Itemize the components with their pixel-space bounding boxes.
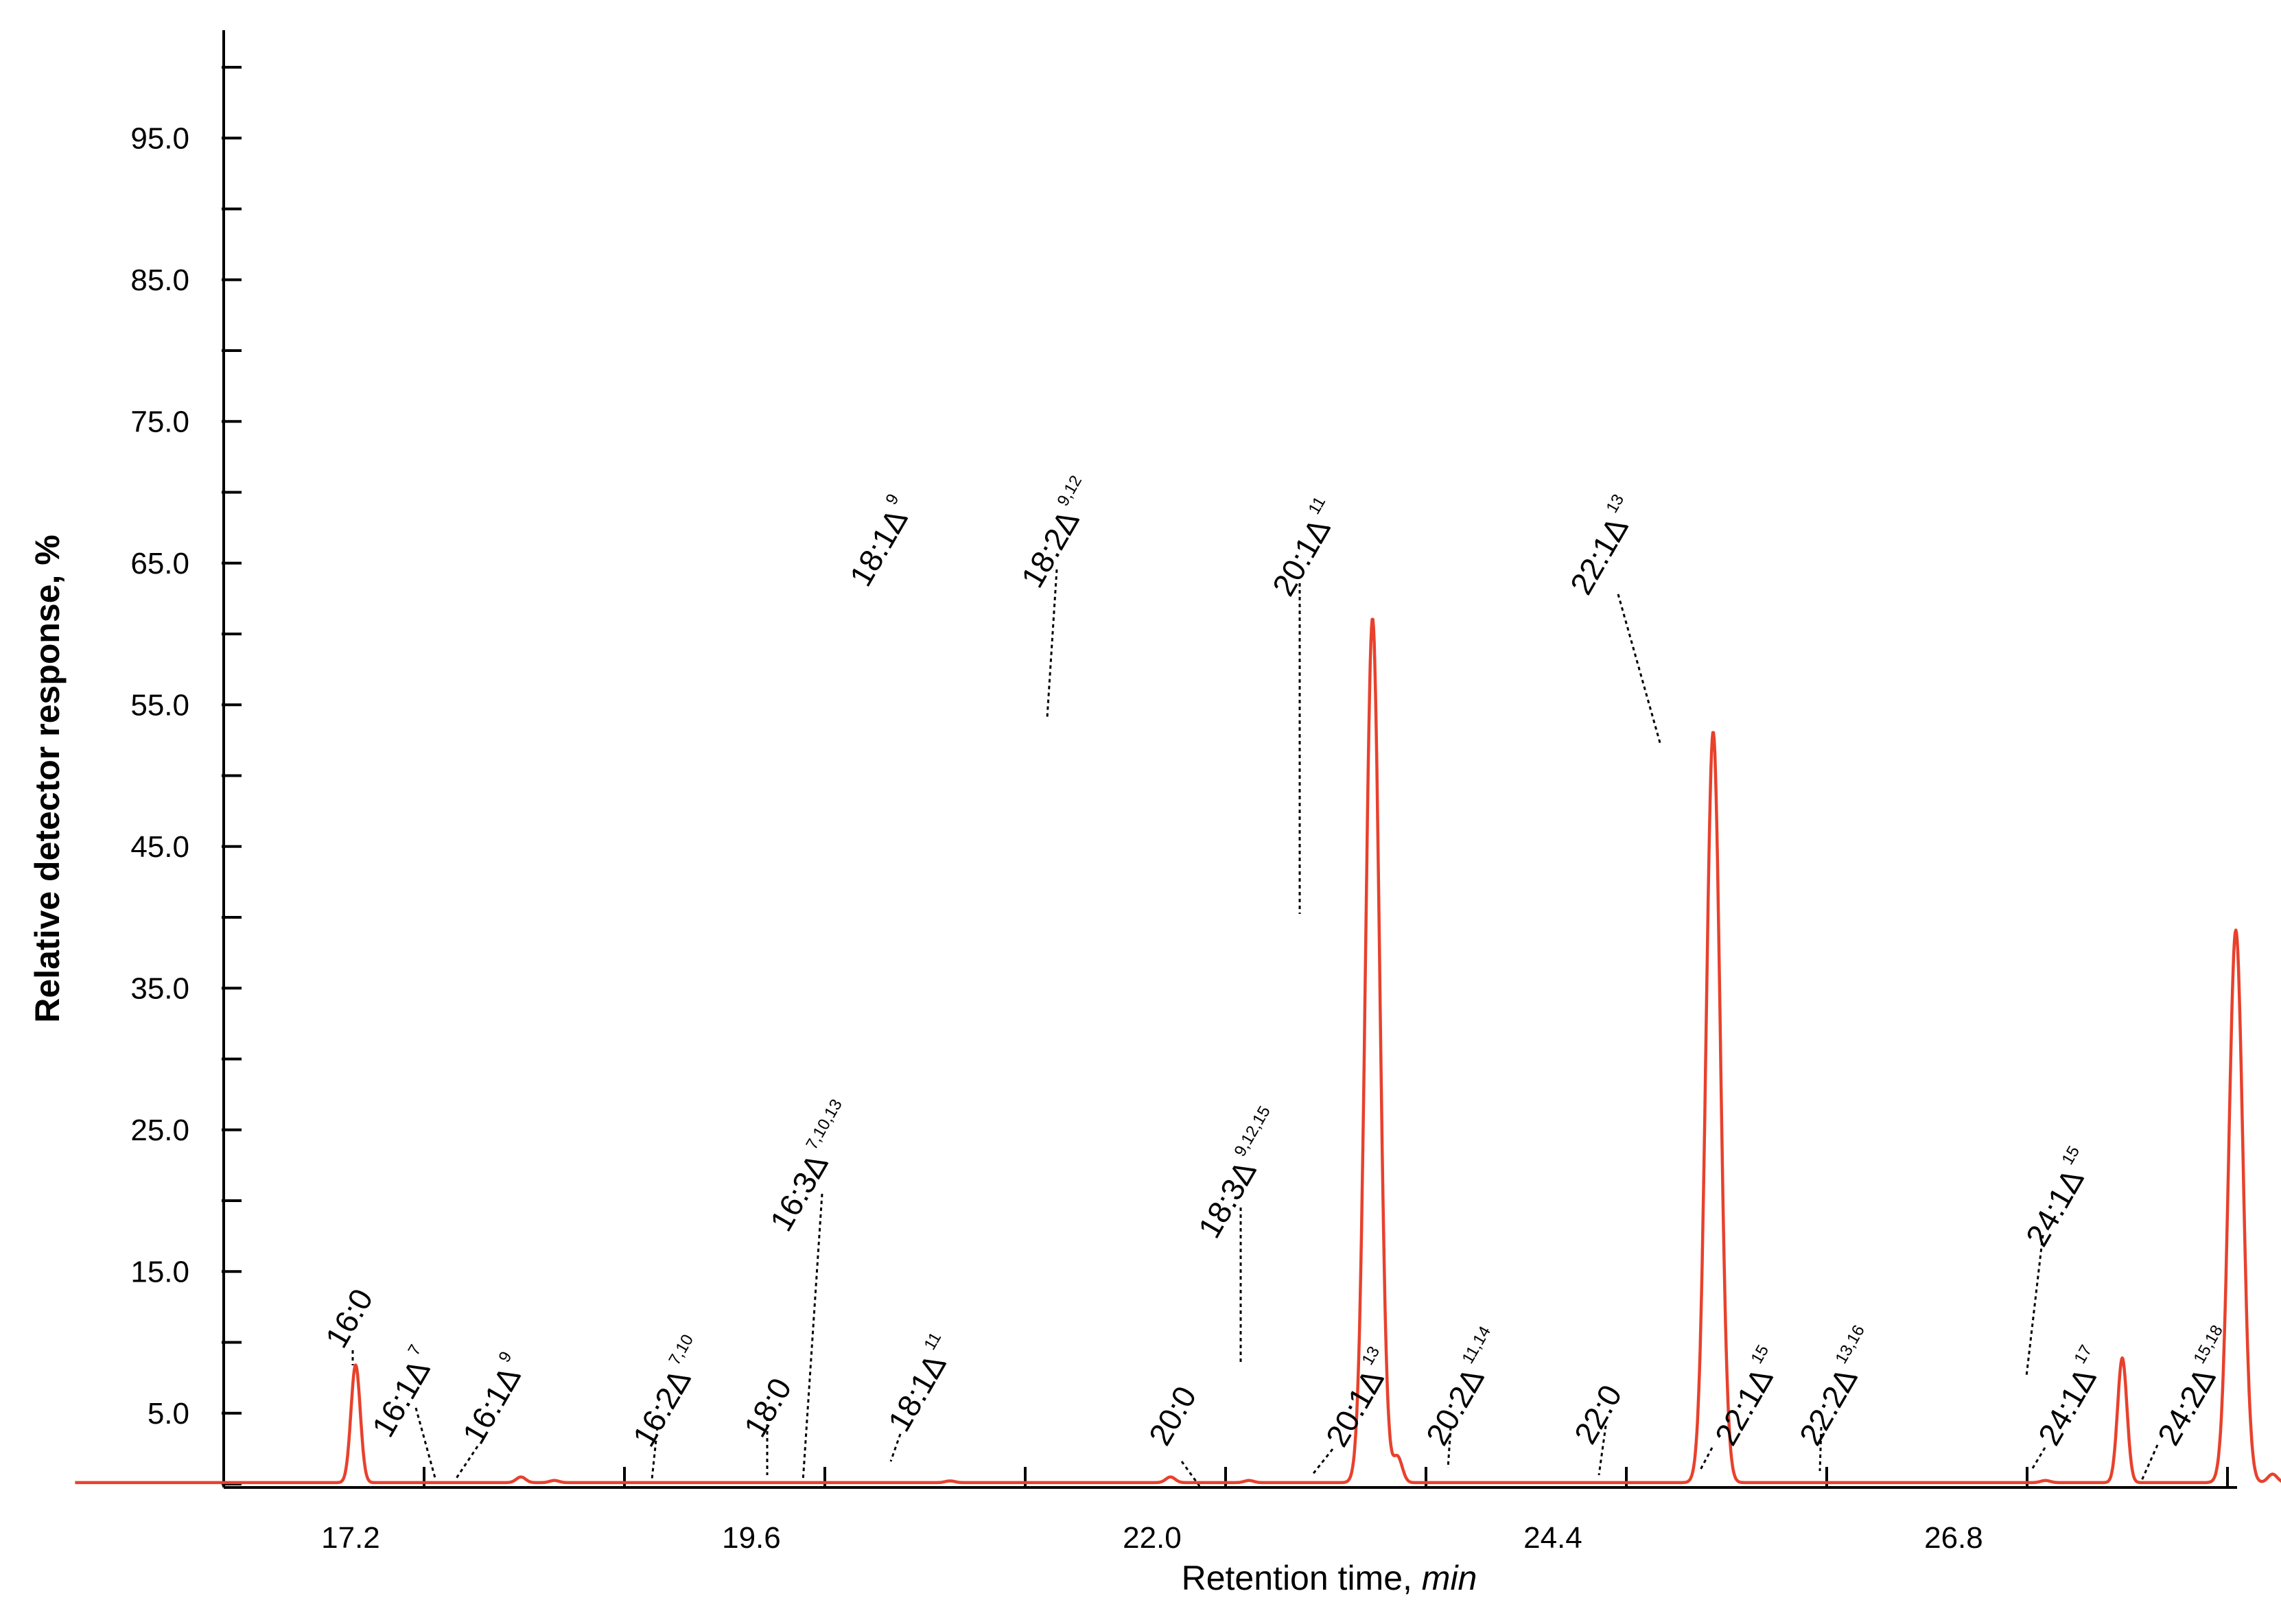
peak-label-leader	[1818, 1426, 1823, 1472]
peak-label-leader	[2025, 1234, 2044, 1377]
peak-label-leader	[651, 1426, 659, 1480]
peak-label-leader	[1447, 1426, 1452, 1469]
peak-label-leader	[414, 1407, 436, 1479]
y-tick-label: 65.0	[130, 547, 189, 580]
x-axis-title: Retention time, min	[1182, 1559, 1477, 1597]
peak-label-leader	[1311, 1448, 1334, 1476]
x-axis: 17.219.622.024.426.829.231.634.036.438.8	[222, 1467, 2237, 1555]
peak-label: 24:1Δ15	[2015, 1143, 2101, 1252]
peak-label-leader	[1180, 1461, 1201, 1487]
x-tick-label: 22.0	[1123, 1521, 1182, 1555]
x-tick-label: 17.2	[321, 1521, 380, 1555]
peak-label: 16:1Δ9	[452, 1348, 533, 1450]
peak-label-leader	[2140, 1444, 2159, 1483]
peak-label: 24:1Δ17	[2028, 1342, 2114, 1451]
y-tick-label: 15.0	[130, 1255, 189, 1288]
y-tick-label: 75.0	[130, 405, 189, 438]
peak-label: 22:0	[1567, 1378, 1629, 1450]
y-axis: 5.0 15.0 25.0 35.0 45.0 55.0 65.0 75.0 85.0 95.0	[130, 30, 242, 1487]
y-tick-label: 25.0	[130, 1114, 189, 1147]
peak-label: 18:2Δ9,12	[1011, 472, 1103, 593]
peak-label: 18:1Δ11	[878, 1329, 963, 1437]
y-tick-label: 45.0	[130, 830, 189, 864]
peak-label: 16:3Δ7,10,13	[760, 1096, 864, 1237]
peak-label: 22:1Δ13	[1560, 491, 1646, 600]
peak-label: 18:0	[737, 1372, 799, 1443]
peak-label-leader	[1598, 1425, 1607, 1476]
peak-label-leader	[1617, 593, 1662, 746]
peak-label: 22:1Δ15	[1705, 1342, 1790, 1451]
peak-label-leader	[802, 1193, 823, 1483]
y-tick-label: 95.0	[130, 121, 189, 155]
x-tick-label: 19.6	[722, 1521, 781, 1555]
peak-label: 20:1Δ11	[1262, 493, 1347, 602]
peak-label: 16:1Δ7	[362, 1341, 443, 1443]
peak-label: 16:0	[318, 1282, 380, 1354]
y-tick-label: 5.0	[148, 1397, 189, 1431]
x-tick-label: 24.4	[1523, 1521, 1582, 1555]
x-tick-label: 26.8	[1924, 1521, 1983, 1555]
chromatogram-trace	[74, 617, 2281, 1485]
y-tick-label: 85.0	[130, 263, 189, 297]
peak-label-leader	[1046, 569, 1058, 718]
peak-label: 20:0	[1142, 1380, 1204, 1451]
y-tick-label: 35.0	[130, 972, 189, 1005]
y-axis-title: Relative detector response, %	[28, 534, 67, 1022]
peak-label-leader	[2031, 1447, 2046, 1469]
peak-label-leader	[1699, 1447, 1713, 1470]
y-tick-label: 55.0	[130, 688, 189, 722]
peak-label: 16:2Δ7,10	[622, 1331, 715, 1452]
peak-label-leader	[889, 1433, 902, 1462]
annotation-leaders	[351, 569, 2159, 1487]
peak-label: 20:2Δ11,14	[1416, 1323, 1512, 1451]
peak-label-leader	[454, 1446, 479, 1480]
peak-label: 18:1Δ9	[839, 491, 920, 592]
peak-label: 22:2Δ13,16	[1789, 1322, 1886, 1451]
peak-label: 24:2Δ15,18	[2147, 1322, 2245, 1451]
